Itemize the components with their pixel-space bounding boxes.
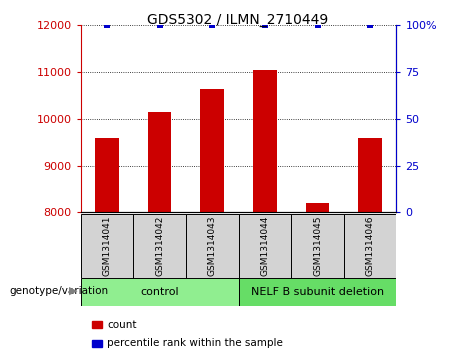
Text: control: control	[140, 287, 179, 297]
Bar	[186, 214, 239, 278]
Text: GSM1314045: GSM1314045	[313, 216, 322, 276]
Bar	[148, 112, 171, 212]
Bar	[81, 278, 239, 306]
Bar	[239, 214, 291, 278]
Text: GSM1314043: GSM1314043	[208, 216, 217, 276]
Text: ▶: ▶	[69, 286, 77, 296]
Text: genotype/variation: genotype/variation	[9, 286, 108, 296]
Text: NELF B subunit deletion: NELF B subunit deletion	[251, 287, 384, 297]
Bar	[291, 214, 344, 278]
Bar	[201, 89, 224, 212]
Text: percentile rank within the sample: percentile rank within the sample	[107, 338, 283, 348]
Text: GSM1314044: GSM1314044	[260, 216, 269, 276]
Bar	[81, 214, 133, 278]
Bar	[239, 278, 396, 306]
Text: count: count	[107, 319, 136, 330]
Bar	[344, 214, 396, 278]
Text: GSM1314041: GSM1314041	[102, 216, 112, 276]
Bar	[95, 138, 119, 212]
Bar	[306, 203, 329, 212]
Bar	[133, 214, 186, 278]
Text: GDS5302 / ILMN_2710449: GDS5302 / ILMN_2710449	[147, 13, 328, 27]
Text: GSM1314042: GSM1314042	[155, 216, 164, 276]
Bar	[253, 70, 277, 212]
Text: GSM1314046: GSM1314046	[366, 216, 375, 276]
Bar	[358, 138, 382, 212]
